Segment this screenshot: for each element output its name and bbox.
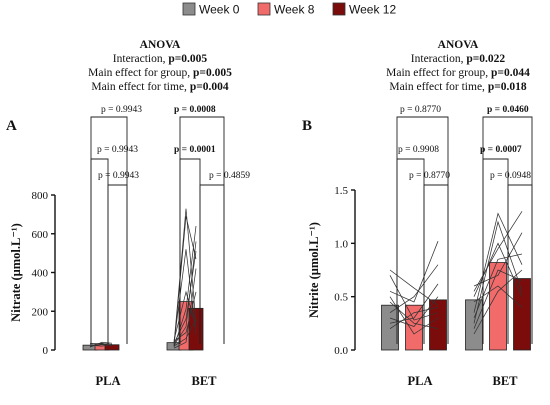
individual-line [389, 275, 439, 321]
panel-letter: B [302, 118, 312, 134]
individual-line [473, 220, 523, 324]
comparison-p-value: p = 0.0007 [480, 145, 522, 155]
individual-line [389, 264, 439, 314]
individual-line [89, 342, 113, 346]
bar [188, 307, 204, 351]
legend-swatch [182, 2, 196, 16]
individual-line [173, 290, 197, 341]
anova-title: ANOVA [140, 39, 181, 51]
comparison-p-value: p = 0.9943 [97, 145, 138, 155]
individual-line [389, 306, 439, 330]
comparison-p-value: p = 0.9943 [101, 105, 142, 115]
anova-line-value: p=0.044 [491, 67, 530, 79]
legend-label: Week 0 [199, 3, 240, 17]
individual-line [473, 232, 523, 287]
anova-line-label: Main effect for time, [91, 81, 189, 93]
panel-b-nitrite: B ANOVA Interaction, p=0.022 Main effect fo… [302, 39, 533, 388]
category-label: BET [191, 374, 217, 388]
individual-line [389, 241, 439, 303]
comparison-bracket [423, 184, 449, 344]
anova-line: Main effect for group, p=0.005 [88, 67, 232, 79]
anova-line-value: p=0.004 [190, 81, 229, 93]
comparison-bracket [199, 184, 225, 344]
comparison-p-value: p = 0.0460 [487, 105, 529, 115]
y-axis [51, 194, 56, 351]
comparison-p-value: p = 0.9943 [98, 171, 139, 181]
anova-line: Main effect for time, p=0.004 [91, 81, 229, 93]
panel-letter: A [6, 118, 17, 134]
comparison-bracket [507, 184, 533, 344]
individual-line [389, 296, 439, 335]
comparison-p-value: p = 0.0001 [174, 145, 216, 155]
bar [381, 304, 399, 351]
individual-line [473, 269, 523, 335]
comparison-p-value: p = 0.8770 [409, 171, 450, 181]
comparison-p-value: p = 0.4859 [209, 171, 250, 181]
y-axis [351, 189, 356, 351]
category-label: PLA [96, 374, 121, 388]
anova-line-label: Main effect for group, [88, 67, 193, 79]
bar [429, 299, 447, 351]
individual-line [173, 291, 197, 342]
comparison-bracket [107, 184, 128, 344]
individual-line [389, 296, 439, 327]
y-tick-label: 0.0 [334, 345, 348, 357]
comparison-p-value: p = 0.8770 [400, 105, 441, 115]
legend-label: Week 8 [274, 3, 315, 17]
comparison-p-value: p = 0.0948 [490, 171, 531, 181]
category-label: PLA [408, 374, 433, 388]
y-tick-label: 200 [32, 306, 49, 318]
bar [104, 344, 120, 351]
individual-line [173, 216, 197, 347]
legend-label: Week 12 [349, 3, 396, 17]
comparison-bracket [90, 158, 109, 344]
anova-title: ANOVA [438, 39, 479, 51]
bar [405, 304, 423, 351]
anova-line-value: p=0.005 [193, 67, 232, 79]
individual-line [173, 268, 197, 349]
y-tick-label: 800 [32, 190, 49, 202]
individual-line [173, 251, 197, 344]
individual-line [473, 242, 523, 297]
anova-line: Interaction, p=0.022 [411, 53, 506, 65]
individual-line [473, 211, 523, 292]
y-axis-label: Nitrate (μmol.L⁻¹) [9, 223, 23, 322]
anova-line-value: p=0.022 [466, 53, 505, 65]
anova-line-label: Interaction, [113, 53, 169, 65]
y-tick-label: 400 [32, 268, 49, 280]
category-label: BET [492, 374, 518, 388]
legend-swatch [257, 2, 271, 16]
anova-line: Interaction, p=0.005 [113, 53, 208, 65]
bar [513, 278, 531, 351]
comparison-p-value: p = 0.9908 [398, 145, 439, 155]
anova-line-label: Main effect for time, [389, 81, 487, 93]
anova-line-value: p=0.018 [488, 81, 527, 93]
anova-line-value: p=0.005 [168, 53, 207, 65]
y-tick-label: 1.5 [334, 185, 348, 197]
y-axis-label: Nitrite (μmol.L⁻¹) [307, 222, 321, 318]
y-tick-label: 0.5 [334, 292, 348, 304]
bar [465, 299, 483, 351]
individual-line [389, 283, 439, 324]
legend-swatch [332, 2, 346, 16]
y-tick-label: 1.0 [334, 238, 348, 250]
individual-line [473, 285, 523, 308]
individual-line [389, 269, 439, 306]
y-tick-label: 0 [43, 345, 49, 357]
legend: Week 0 Week 8 Week 12 [182, 2, 396, 17]
anova-line-label: Main effect for group, [386, 67, 491, 79]
anova-line-label: Interaction, [411, 53, 467, 65]
anova-line: Main effect for time, p=0.018 [389, 81, 527, 93]
anova-line: Main effect for group, p=0.044 [386, 67, 530, 79]
comparison-p-value: p = 0.0008 [174, 105, 216, 115]
y-tick-label: 600 [32, 229, 49, 241]
individual-line [173, 318, 197, 347]
individual-line [173, 241, 197, 346]
individual-line [473, 253, 523, 319]
